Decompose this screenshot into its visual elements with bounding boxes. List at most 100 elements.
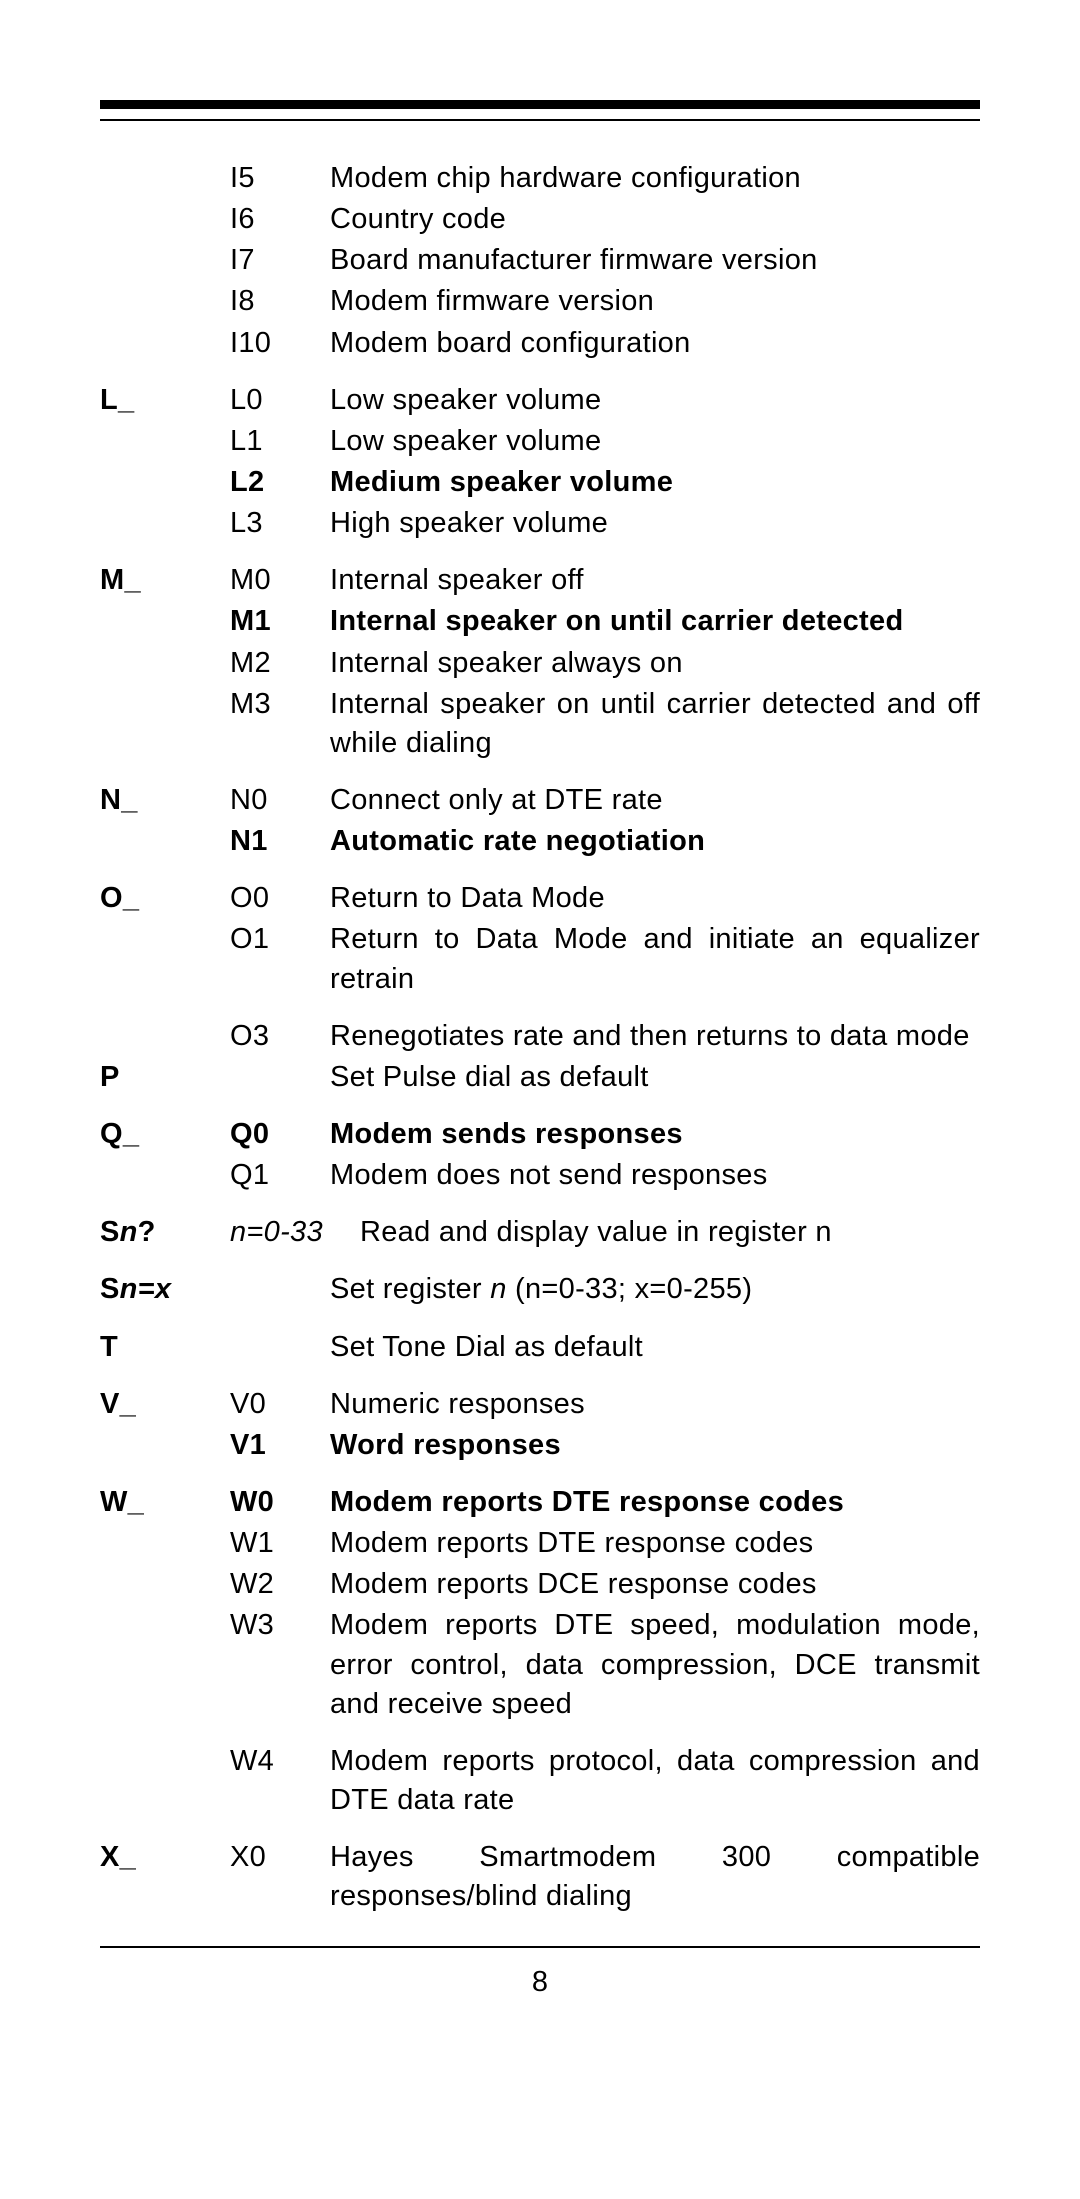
command-description: Read and display value in register n bbox=[360, 1213, 980, 1252]
table-row: P Set Pulse dial as default bbox=[100, 1058, 980, 1097]
table-row: L1Low speaker volume bbox=[100, 422, 980, 461]
table-row: T Set Tone Dial as default bbox=[100, 1328, 980, 1367]
command-description: Set Tone Dial as default bbox=[330, 1328, 980, 1367]
table-row: M3Internal speaker on until carrier dete… bbox=[100, 685, 980, 763]
command-group: P bbox=[100, 1058, 230, 1097]
table-row: Q_Q0Modem sends responses bbox=[100, 1115, 980, 1154]
table-row: X_X0Hayes Smartmodem 300 compatible resp… bbox=[100, 1838, 980, 1916]
command-code: O0 bbox=[230, 879, 330, 918]
command-code: I5 bbox=[230, 159, 330, 198]
table-row: O_O0Return to Data Mode bbox=[100, 879, 980, 918]
command-description: Modem does not send responses bbox=[330, 1156, 980, 1195]
command-description: Return to Data Mode bbox=[330, 879, 980, 918]
command-description: Modem firmware version bbox=[330, 282, 980, 321]
command-group: X_ bbox=[100, 1838, 230, 1877]
command-code: Q1 bbox=[230, 1156, 330, 1195]
command-code: Q0 bbox=[230, 1115, 330, 1154]
command-code: L3 bbox=[230, 504, 330, 543]
command-code: W1 bbox=[230, 1524, 330, 1563]
table-row: N1Automatic rate negotiation bbox=[100, 822, 980, 861]
command-code: L0 bbox=[230, 381, 330, 420]
table-row: I10Modem board configuration bbox=[100, 324, 980, 363]
table-row: I7Board manufacturer firmware version bbox=[100, 241, 980, 280]
command-group: L_ bbox=[100, 381, 230, 420]
command-code: n=0-33 bbox=[230, 1213, 360, 1252]
command-description: Modem reports DTE response codes bbox=[330, 1524, 980, 1563]
command-code: O1 bbox=[230, 920, 330, 959]
table-row: V_V0Numeric responses bbox=[100, 1385, 980, 1424]
command-code: I7 bbox=[230, 241, 330, 280]
command-code: W3 bbox=[230, 1606, 330, 1645]
command-code: X0 bbox=[230, 1838, 330, 1877]
command-description: Connect only at DTE rate bbox=[330, 781, 980, 820]
command-description: Set Pulse dial as default bbox=[330, 1058, 980, 1097]
command-group: M_ bbox=[100, 561, 230, 600]
table-row: O1Return to Data Mode and initiate an eq… bbox=[100, 920, 980, 998]
table-row: W4Modem reports protocol, data compressi… bbox=[100, 1742, 980, 1820]
table-row: Q1Modem does not send responses bbox=[100, 1156, 980, 1195]
table-row: W2Modem reports DCE response codes bbox=[100, 1565, 980, 1604]
table-row: L2Medium speaker volume bbox=[100, 463, 980, 502]
command-code: M1 bbox=[230, 602, 330, 641]
command-code: I10 bbox=[230, 324, 330, 363]
command-group: Sn=x bbox=[100, 1270, 230, 1309]
table-row: M2Internal speaker always on bbox=[100, 644, 980, 683]
command-code: W2 bbox=[230, 1565, 330, 1604]
command-description: Low speaker volume bbox=[330, 422, 980, 461]
command-description: Modem chip hardware configuration bbox=[330, 159, 980, 198]
command-code: L1 bbox=[230, 422, 330, 461]
command-description: Internal speaker off bbox=[330, 561, 980, 600]
command-description: Modem reports DTE response codes bbox=[330, 1483, 980, 1522]
command-description: Numeric responses bbox=[330, 1385, 980, 1424]
table-row: M_M0Internal speaker off bbox=[100, 561, 980, 600]
command-description: Renegotiates rate and then returns to da… bbox=[330, 1017, 980, 1056]
table-row: O3Renegotiates rate and then returns to … bbox=[100, 1017, 980, 1056]
command-description: Board manufacturer firmware version bbox=[330, 241, 980, 280]
command-code: M3 bbox=[230, 685, 330, 724]
command-description: Word responses bbox=[330, 1426, 980, 1465]
command-code: N1 bbox=[230, 822, 330, 861]
table-row: L_L0Low speaker volume bbox=[100, 381, 980, 420]
command-description: Internal speaker always on bbox=[330, 644, 980, 683]
command-group: N_ bbox=[100, 781, 230, 820]
command-code: V0 bbox=[230, 1385, 330, 1424]
command-description: Low speaker volume bbox=[330, 381, 980, 420]
top-thin-rule bbox=[100, 119, 980, 121]
command-code: I8 bbox=[230, 282, 330, 321]
command-description: High speaker volume bbox=[330, 504, 980, 543]
table-row: M1Internal speaker on until carrier dete… bbox=[100, 602, 980, 641]
command-description: Modem board configuration bbox=[330, 324, 980, 363]
command-code: V1 bbox=[230, 1426, 330, 1465]
command-group: V_ bbox=[100, 1385, 230, 1424]
table-row: Sn=x Set register n (n=0-33; x=0-255) bbox=[100, 1270, 980, 1309]
page-number: 8 bbox=[100, 1966, 980, 1999]
command-code: M0 bbox=[230, 561, 330, 600]
document-page: I5Modem chip hardware configurationI6Cou… bbox=[0, 0, 1080, 2049]
command-description: Modem reports DTE speed, modulation mode… bbox=[330, 1606, 980, 1723]
command-group: O_ bbox=[100, 879, 230, 918]
table-row: I6Country code bbox=[100, 200, 980, 239]
command-code: N0 bbox=[230, 781, 330, 820]
command-description: Country code bbox=[330, 200, 980, 239]
command-description: Internal speaker on until carrier detect… bbox=[330, 602, 980, 641]
command-description: Medium speaker volume bbox=[330, 463, 980, 502]
command-description: Modem reports protocol, data compression… bbox=[330, 1742, 980, 1820]
command-code: L2 bbox=[230, 463, 330, 502]
command-description: Set register n (n=0-33; x=0-255) bbox=[330, 1270, 980, 1309]
command-table: I5Modem chip hardware configurationI6Cou… bbox=[100, 159, 980, 1916]
command-description: Modem reports DCE response codes bbox=[330, 1565, 980, 1604]
command-code: W4 bbox=[230, 1742, 330, 1781]
top-thick-rule bbox=[100, 100, 980, 109]
table-row: L3High speaker volume bbox=[100, 504, 980, 543]
table-row: Sn?n=0-33Read and display value in regis… bbox=[100, 1213, 980, 1252]
command-group: Sn? bbox=[100, 1213, 230, 1252]
command-description: Internal speaker on until carrier detect… bbox=[330, 685, 980, 763]
command-description: Modem sends responses bbox=[330, 1115, 980, 1154]
command-description: Return to Data Mode and initiate an equa… bbox=[330, 920, 980, 998]
table-row: W1Modem reports DTE response codes bbox=[100, 1524, 980, 1563]
command-group: T bbox=[100, 1328, 230, 1367]
command-code: W0 bbox=[230, 1483, 330, 1522]
table-row: N_N0Connect only at DTE rate bbox=[100, 781, 980, 820]
command-description: Hayes Smartmodem 300 compatible response… bbox=[330, 1838, 980, 1916]
command-group: Q_ bbox=[100, 1115, 230, 1154]
